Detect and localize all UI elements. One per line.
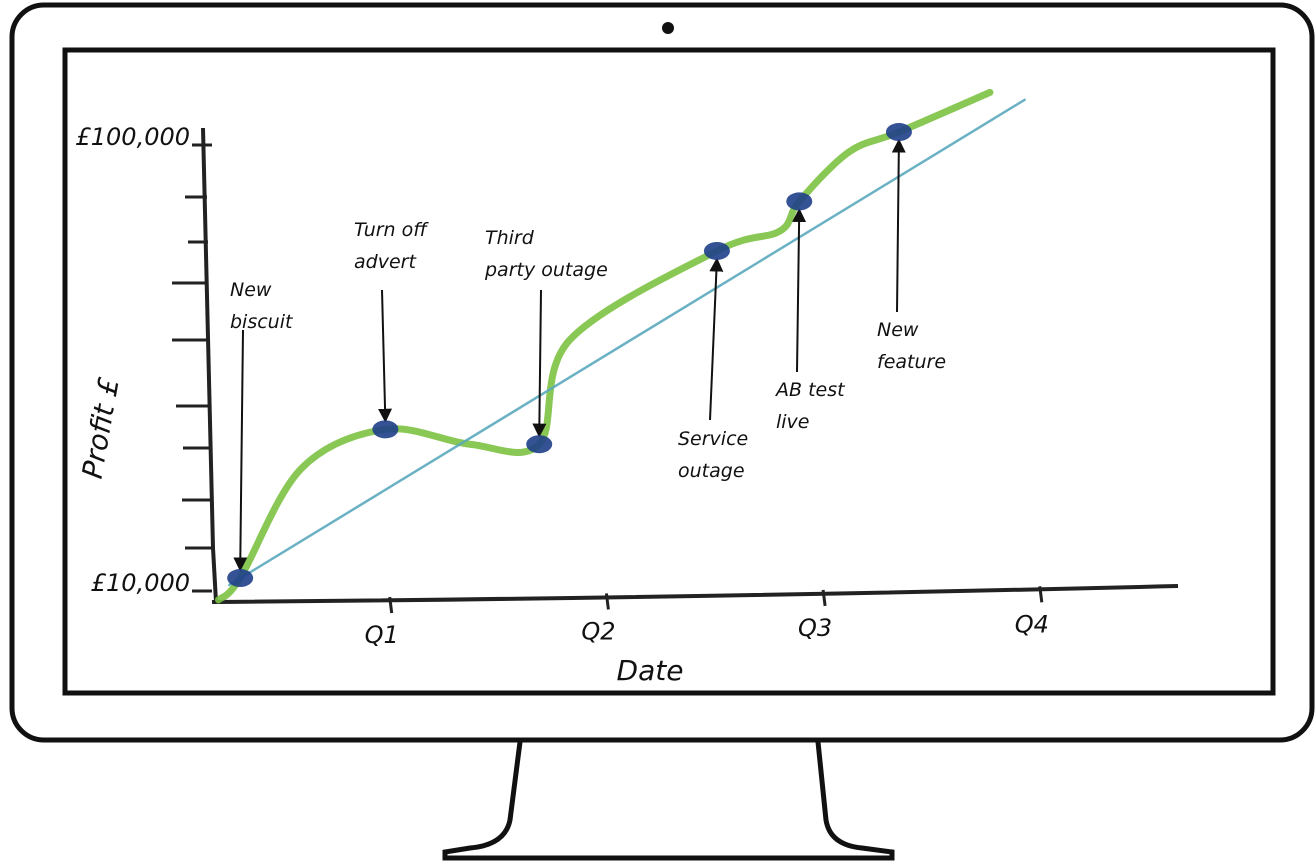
y-tick-label: £100,000 [75, 123, 190, 151]
annotation-line: New [877, 319, 919, 341]
annotation-line: biscuit [230, 311, 294, 333]
minor-ticks [172, 195, 213, 550]
y-tick-label: £10,000 [91, 569, 190, 597]
annotation-marker [526, 435, 553, 454]
annotation-line: Service [678, 428, 748, 450]
stand [442, 741, 895, 861]
annotation-marker [786, 192, 813, 211]
x-tick [604, 593, 610, 610]
annotation-marker [703, 241, 730, 260]
screen [62, 47, 1276, 696]
annotation-label: Turn off advert [354, 219, 429, 273]
annotation-label: New biscuit [230, 279, 294, 333]
annotation-line: advert [354, 251, 417, 273]
x-tick [1038, 586, 1044, 603]
series-line [215, 88, 994, 604]
annotation-marker [227, 569, 254, 588]
series-line [228, 98, 1026, 587]
annotation-arrow [709, 257, 724, 421]
annotation-label: New feature [877, 319, 946, 373]
annotation-label: Service outage [678, 428, 748, 482]
annotation-marker [885, 123, 912, 142]
annotation-line: Turn off [354, 219, 429, 241]
x-axis-label: Date [617, 654, 684, 687]
annotation-line: feature [877, 351, 946, 373]
x-tick-label: Q2 [581, 617, 615, 645]
annotation-line: AB test [774, 379, 846, 401]
annotation-line: Third [485, 227, 535, 249]
x-tick [821, 589, 827, 607]
annotation-line: live [776, 411, 810, 433]
camera [662, 22, 674, 34]
annotation-marker [372, 420, 399, 439]
annotation-arrow [891, 138, 906, 313]
annotation-line: New [230, 279, 272, 301]
annotation-label: AB test live [774, 379, 846, 433]
annotation-arrow [378, 289, 393, 423]
x-tick [388, 596, 394, 614]
annotation-line: outage [678, 460, 745, 482]
x-tick-label: Q1 [365, 621, 399, 649]
x-tick-label: Q4 [1015, 610, 1049, 638]
x-axis [211, 584, 1179, 604]
x-tick-label: Q3 [798, 614, 832, 642]
y-axis [201, 127, 218, 603]
annotation-label: Third party outage [484, 227, 608, 281]
annotation-arrow [532, 289, 547, 438]
annotation-arrow [233, 329, 248, 572]
annotation-line: party outage [484, 259, 608, 281]
annotation-arrow [792, 207, 807, 373]
